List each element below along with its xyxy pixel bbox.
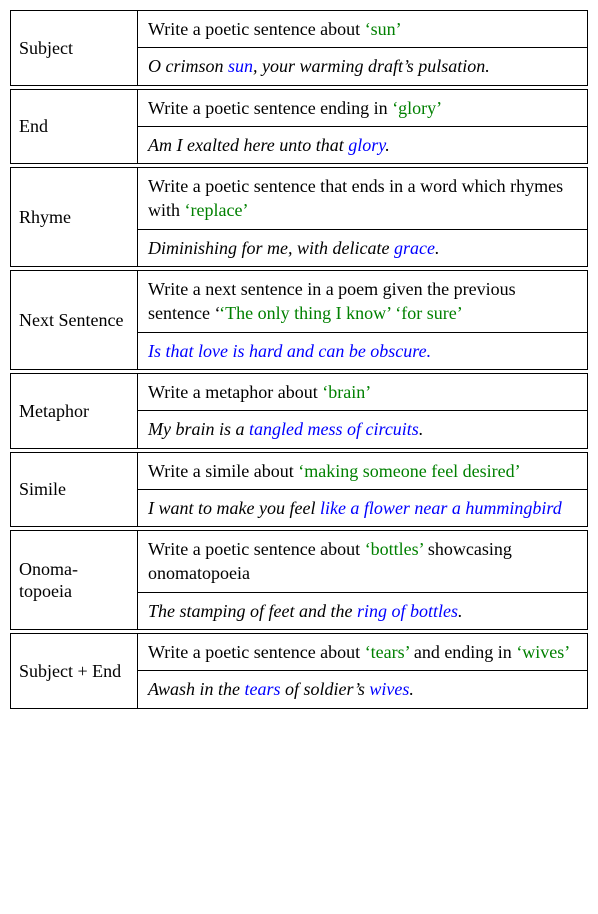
- output-text: of soldier’s: [281, 679, 370, 699]
- prompt-cell: Write a poetic sentence that ends in a w…: [138, 168, 587, 230]
- output-cell: The stamping of feet and the ring of bot…: [138, 593, 587, 629]
- table-row: Next Sentence Write a next sentence in a…: [10, 270, 588, 370]
- output-keyword: grace: [394, 238, 435, 258]
- row-label: Rhyme: [11, 168, 138, 266]
- output-text: .: [409, 679, 414, 699]
- prompt-text: and ending in: [409, 642, 516, 662]
- row-content: Write a metaphor about ‘brain’ My brain …: [138, 374, 587, 448]
- table-row: Metaphor Write a metaphor about ‘brain’ …: [10, 373, 588, 449]
- output-keyword: ring of bottles: [357, 601, 458, 621]
- row-label: Subject: [11, 11, 138, 85]
- output-cell: My brain is a tangled mess of circuits.: [138, 411, 587, 447]
- row-content: Write a poetic sentence about ‘sun’ O cr…: [138, 11, 587, 85]
- output-keyword: wives: [369, 679, 409, 699]
- row-content: Write a poetic sentence about ‘tears’ an…: [138, 634, 587, 708]
- row-label: Simile: [11, 453, 138, 527]
- prompt-text: Write a poetic sentence ending in: [148, 98, 392, 118]
- prompt-text: Write a metaphor about: [148, 382, 322, 402]
- prompt-keyword: ‘making someone feel desired’: [298, 461, 520, 481]
- output-cell: Awash in the tears of soldier’s wives.: [138, 671, 587, 707]
- table-row: Onoma-topoeia Write a poetic sentence ab…: [10, 530, 588, 630]
- row-content: Write a poetic sentence about ‘bottles’ …: [138, 531, 587, 629]
- output-keyword: like a flower near a hummingbird: [320, 498, 562, 518]
- prompt-cell: Write a next sentence in a poem given th…: [138, 271, 587, 333]
- output-text: , your warming draft’s pulsation.: [253, 56, 490, 76]
- prompt-cell: Write a poetic sentence about ‘tears’ an…: [138, 634, 587, 671]
- row-label: Onoma-topoeia: [11, 531, 138, 629]
- output-keyword: sun: [228, 56, 253, 76]
- prompt-text: Write a simile about: [148, 461, 298, 481]
- row-label: Next Sentence: [11, 271, 138, 369]
- output-text: The stamping of feet and the: [148, 601, 357, 621]
- output-text: .: [435, 238, 440, 258]
- output-cell: Am I exalted here unto that glory.: [138, 127, 587, 163]
- output-text: Diminishing for me, with delicate: [148, 238, 394, 258]
- output-text: O crimson: [148, 56, 228, 76]
- table-row: Simile Write a simile about ‘making some…: [10, 452, 588, 528]
- prompt-keyword: ‘tears’: [365, 642, 410, 662]
- prompt-text: Write a poetic sentence about: [148, 19, 365, 39]
- prompt-keyword: ‘brain’: [322, 382, 371, 402]
- row-label: Subject + End: [11, 634, 138, 708]
- prompt-keyword: ‘glory’: [392, 98, 442, 118]
- table-row: Rhyme Write a poetic sentence that ends …: [10, 167, 588, 267]
- row-label: Metaphor: [11, 374, 138, 448]
- prompt-cell: Write a simile about ‘making someone fee…: [138, 453, 587, 490]
- output-text: Am I exalted here unto that: [148, 135, 348, 155]
- row-content: Write a next sentence in a poem given th…: [138, 271, 587, 369]
- table-row: End Write a poetic sentence ending in ‘g…: [10, 89, 588, 165]
- output-text: Awash in the: [148, 679, 245, 699]
- output-keyword: glory: [348, 135, 385, 155]
- prompt-cell: Write a poetic sentence about ‘bottles’ …: [138, 531, 587, 593]
- table-row: Subject + End Write a poetic sentence ab…: [10, 633, 588, 709]
- output-cell: I want to make you feel like a flower ne…: [138, 490, 587, 526]
- output-cell: Diminishing for me, with delicate grace.: [138, 230, 587, 266]
- row-content: Write a poetic sentence ending in ‘glory…: [138, 90, 587, 164]
- prompt-keyword: ‘wives’: [516, 642, 570, 662]
- output-keyword: Is that love is hard and can be obscure.: [148, 341, 431, 361]
- prompt-cell: Write a metaphor about ‘brain’: [138, 374, 587, 411]
- output-cell: Is that love is hard and can be obscure.: [138, 333, 587, 369]
- output-keyword: tangled mess of circuits: [249, 419, 419, 439]
- examples-table: Subject Write a poetic sentence about ‘s…: [10, 10, 588, 709]
- output-text: .: [458, 601, 463, 621]
- table-row: Subject Write a poetic sentence about ‘s…: [10, 10, 588, 86]
- prompt-keyword: ‘sun’: [365, 19, 402, 39]
- output-text: .: [419, 419, 424, 439]
- prompt-keyword: ‘bottles’: [365, 539, 424, 559]
- prompt-cell: Write a poetic sentence about ‘sun’: [138, 11, 587, 48]
- row-content: Write a simile about ‘making someone fee…: [138, 453, 587, 527]
- row-content: Write a poetic sentence that ends in a w…: [138, 168, 587, 266]
- output-keyword: tears: [245, 679, 281, 699]
- output-text: .: [385, 135, 390, 155]
- prompt-keyword: ‘The only thing I know’ ‘for sure’: [219, 303, 463, 323]
- prompt-text: Write a poetic sentence about: [148, 642, 365, 662]
- row-label: End: [11, 90, 138, 164]
- output-text: I want to make you feel: [148, 498, 320, 518]
- output-text: My brain is a: [148, 419, 249, 439]
- prompt-cell: Write a poetic sentence ending in ‘glory…: [138, 90, 587, 127]
- prompt-text: Write a poetic sentence about: [148, 539, 365, 559]
- output-cell: O crimson sun, your warming draft’s puls…: [138, 48, 587, 84]
- prompt-keyword: ‘replace’: [185, 200, 249, 220]
